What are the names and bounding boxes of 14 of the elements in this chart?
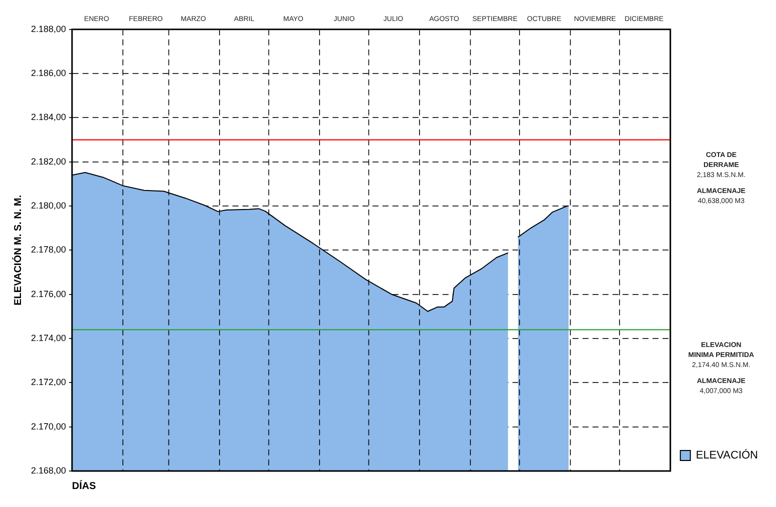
y-tick-label: 2.186,00: [30, 68, 66, 78]
y-tick-label: 2.174,00: [30, 333, 66, 344]
y-tick-label: 2.178,00: [30, 244, 66, 255]
y-tick-label: 2.180,00: [30, 200, 66, 211]
y-tick-label: 2.188,00: [30, 24, 66, 34]
x-axis-title: DÍAS: [72, 480, 96, 492]
legend-label: ELEVACIÓN: [696, 448, 758, 462]
y-tick-label: 2.172,00: [30, 377, 66, 388]
y-tick-label: 2.184,00: [30, 112, 66, 122]
y-axis-title: ELEVACIÓN M. S. N. M.: [12, 194, 24, 306]
y-tick-label: 2.182,00: [30, 156, 66, 166]
y-tick-label: 2.176,00: [30, 288, 66, 299]
y-tick-label: 2.170,00: [30, 421, 66, 432]
y-tick-label: 2.168,00: [30, 465, 66, 476]
